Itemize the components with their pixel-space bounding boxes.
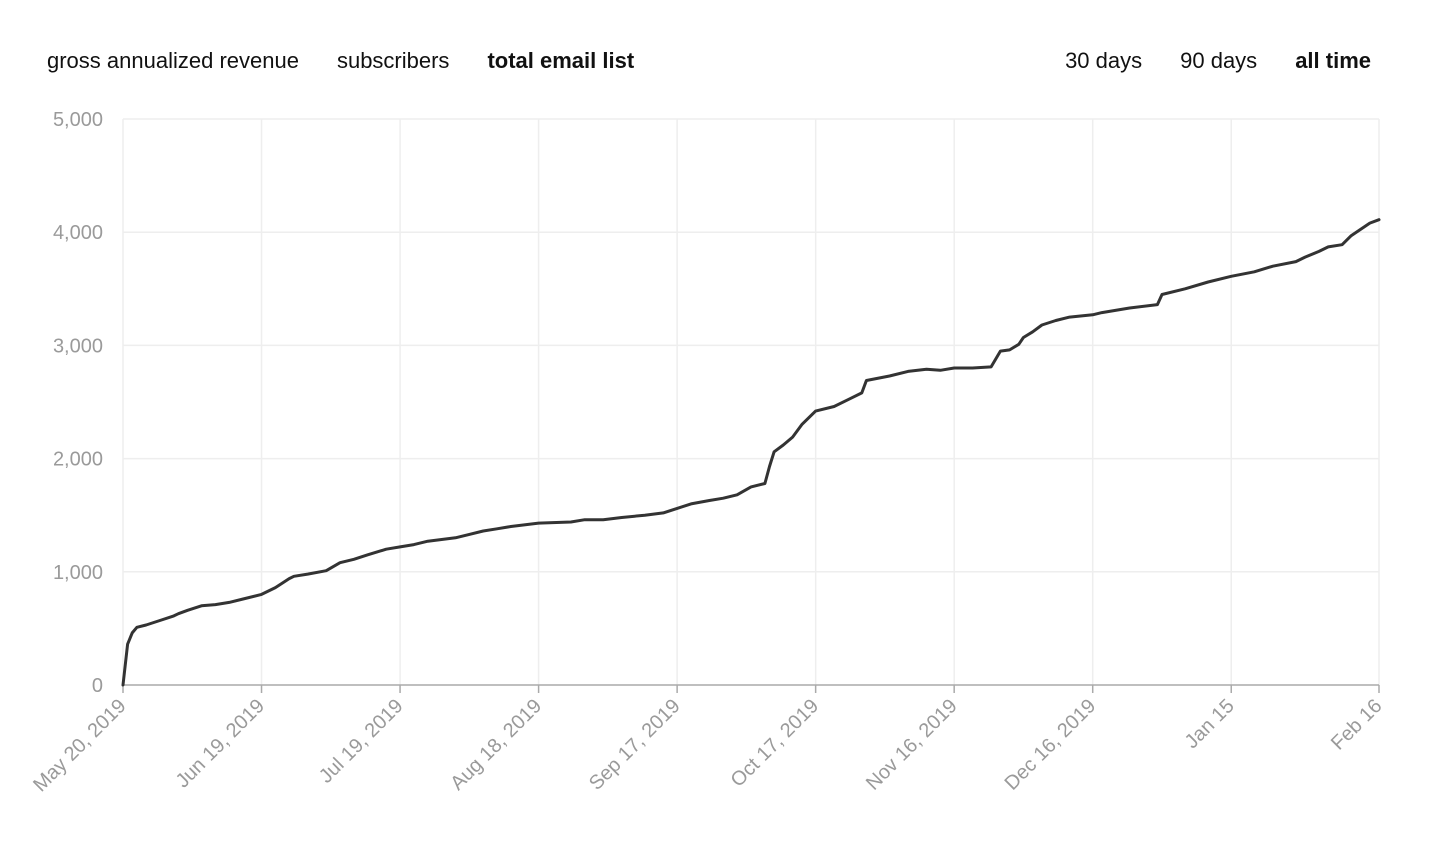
x-tick-label: Oct 17, 2019 (727, 695, 824, 792)
x-tick-label: Nov 16, 2019 (862, 695, 962, 795)
y-tick-label: 2,000 (53, 449, 103, 471)
x-tick-label: May 20, 2019 (29, 695, 130, 796)
range-tabs: 30 days 90 days all time (1065, 44, 1371, 78)
tab-all-time[interactable]: all time (1295, 48, 1371, 73)
x-tick-label: Dec 16, 2019 (1001, 695, 1101, 795)
x-tick-label: Sep 17, 2019 (585, 695, 685, 795)
series-layer (121, 218, 1381, 687)
x-tick-label: Aug 18, 2019 (446, 695, 546, 795)
x-tick-label: Jan 15 (1181, 695, 1239, 753)
tab-subscribers[interactable]: subscribers (336, 48, 450, 73)
x-tick-label: Jun 19, 2019 (172, 695, 269, 792)
x-tick-label: Feb 16 (1327, 695, 1387, 755)
grid (122, 118, 1380, 685)
tab-total-email-list[interactable]: total email list (487, 48, 635, 73)
y-axis-ticks: 0 1,000 2,000 3,000 4,000 5,000 (53, 109, 103, 697)
y-tick-label: 3,000 (53, 335, 103, 357)
axes (122, 684, 1380, 693)
series-line (121, 218, 1381, 687)
x-tick-label: Jul 19, 2019 (315, 695, 408, 788)
y-tick-label: 1,000 (53, 562, 103, 584)
metric-tabs: gross annualized revenue subscribers tot… (47, 44, 634, 78)
x-axis-ticks: May 20, 2019 Jun 19, 2019 Jul 19, 2019 Aug … (29, 695, 1386, 796)
y-tick-label: 4,000 (53, 222, 103, 244)
tab-90-days[interactable]: 90 days (1180, 48, 1258, 73)
tab-30-days[interactable]: 30 days (1065, 48, 1143, 73)
y-tick-label: 5,000 (53, 109, 103, 131)
tab-gross-annualized-revenue[interactable]: gross annualized revenue (47, 48, 299, 73)
y-tick-label: 0 (92, 675, 103, 697)
